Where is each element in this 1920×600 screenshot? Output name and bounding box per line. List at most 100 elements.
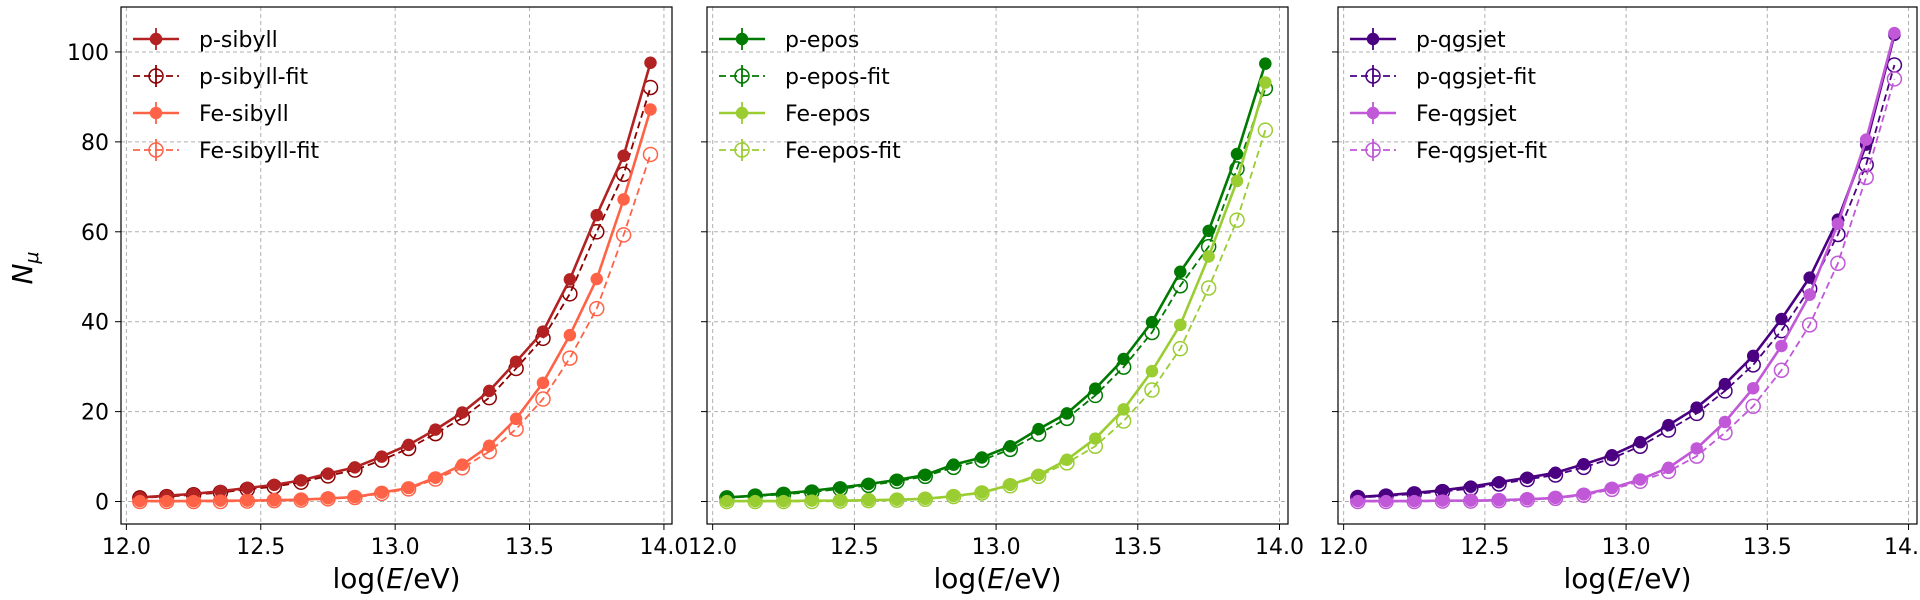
y-tick-label: 80	[81, 131, 109, 156]
data-point	[375, 450, 388, 463]
data-point	[1144, 382, 1160, 398]
legend-marker	[149, 106, 163, 120]
data-point	[1773, 362, 1790, 378]
data-point	[429, 471, 442, 484]
data-point	[1145, 315, 1159, 329]
data-point	[1032, 468, 1045, 482]
y-tick-label: 0	[95, 491, 109, 516]
data-point	[1831, 217, 1845, 230]
data-point	[975, 486, 989, 499]
y-axis-label: Nμ	[6, 251, 43, 284]
data-point	[1060, 453, 1074, 466]
legend-marker	[149, 32, 163, 46]
series-p-epos	[720, 57, 1272, 504]
data-point	[267, 478, 281, 492]
x-axis-label: log(E/eV)	[332, 562, 460, 595]
data-point	[1060, 407, 1074, 420]
data-point	[563, 273, 577, 286]
data-point	[1718, 415, 1732, 429]
data-point	[617, 193, 630, 206]
data-point	[1257, 122, 1274, 138]
data-point	[1032, 422, 1045, 436]
data-point	[1117, 403, 1130, 416]
data-point	[402, 481, 415, 495]
data-point	[642, 146, 659, 163]
plot-frame	[120, 6, 673, 525]
data-point	[241, 481, 254, 495]
legend-marker	[735, 32, 749, 46]
legend-entry: p-epos	[719, 28, 859, 53]
data-point	[267, 493, 281, 507]
data-point	[1351, 494, 1365, 508]
y-axis-label-base: N	[6, 264, 39, 285]
y-tick-label: 60	[81, 221, 109, 246]
data-point	[1379, 494, 1393, 508]
data-point	[1408, 494, 1421, 508]
x-tick-label: 13.5	[505, 535, 554, 560]
data-point	[862, 477, 875, 491]
y-tick-label: 100	[67, 41, 109, 66]
data-point	[918, 492, 932, 506]
data-point	[1174, 265, 1187, 279]
data-point	[1662, 461, 1675, 475]
data-point	[1830, 255, 1846, 272]
data-point	[890, 493, 904, 506]
legend-label: Fe-qgsjet-fit	[1416, 139, 1547, 164]
legend-label: p-epos	[785, 28, 859, 53]
data-point	[294, 493, 308, 506]
legend-marker	[735, 106, 749, 120]
x-tick-label: 12.0	[1319, 535, 1368, 560]
data-point	[1577, 488, 1590, 501]
x-tick-label: 13.0	[371, 535, 420, 560]
data-point	[1775, 339, 1788, 353]
data-point	[1549, 466, 1562, 479]
data-point	[1858, 169, 1874, 186]
legend-marker	[148, 68, 164, 84]
data-point	[1520, 493, 1534, 506]
legend-entry: Fe-epos-fit	[719, 139, 901, 164]
data-point	[862, 493, 875, 507]
data-point	[133, 494, 147, 508]
plot-frame	[706, 6, 1289, 525]
data-point	[1775, 312, 1788, 326]
data-point	[1803, 288, 1816, 301]
data-point	[1605, 448, 1619, 462]
y-tick-label: 40	[81, 311, 109, 336]
data-point	[1577, 457, 1590, 471]
data-point	[1605, 481, 1619, 495]
legend-entry: p-qgsjet-fit	[1350, 65, 1536, 90]
series-Fe-qgsjet	[1351, 26, 1901, 508]
data-point	[1746, 349, 1760, 363]
data-point	[1089, 432, 1102, 445]
data-point	[1230, 147, 1244, 161]
legend-label: p-epos-fit	[785, 65, 890, 90]
data-point	[294, 474, 308, 487]
data-point	[536, 325, 550, 338]
data-point	[1690, 442, 1703, 455]
legend-marker	[734, 142, 750, 158]
data-point	[1718, 377, 1732, 391]
data-point	[1004, 439, 1017, 453]
legend-entry: p-sibyll	[133, 28, 278, 53]
legend-entry: Fe-epos	[719, 102, 870, 127]
y-axis-label-subscript: μ	[21, 251, 43, 264]
x-tick-label: 12.0	[688, 535, 737, 560]
chart-panel-1: 12.0 12.5 13.0 13.5 14.0 0 20 40 60 80 100 log(E/eV…	[67, 6, 688, 595]
data-point	[1888, 26, 1901, 40]
svg-text:Nμ: Nμ	[6, 251, 43, 284]
data-point	[563, 328, 577, 342]
x-tick-label: 13.0	[972, 535, 1021, 560]
x-tick-label: 12.5	[1460, 535, 1509, 560]
data-point	[615, 227, 632, 243]
data-point	[947, 458, 960, 471]
legend-label: p-qgsjet-fit	[1416, 65, 1536, 90]
data-point	[777, 494, 790, 508]
data-point	[1200, 280, 1217, 296]
data-point	[1117, 352, 1130, 366]
data-point	[1662, 418, 1675, 432]
legend-entry: p-qgsjet	[1350, 28, 1506, 53]
data-point	[187, 494, 200, 508]
data-point	[1202, 224, 1215, 238]
data-point	[947, 489, 960, 503]
